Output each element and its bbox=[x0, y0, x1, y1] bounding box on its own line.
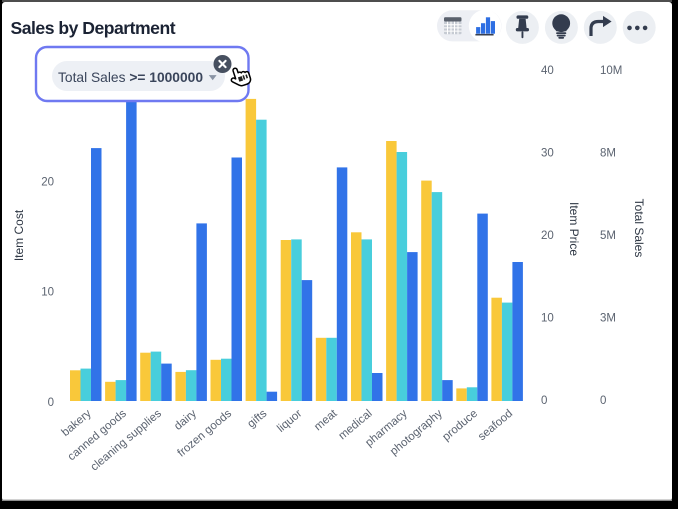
svg-text:3M: 3M bbox=[600, 313, 616, 325]
svg-text:Item Price: Item Price bbox=[567, 202, 581, 256]
svg-text:Sales by Department: Sales by Department bbox=[11, 18, 176, 38]
svg-text:Total Sales >= 1000000: Total Sales >= 1000000 bbox=[58, 70, 203, 85]
svg-text:Item Cost: Item Cost bbox=[12, 209, 26, 261]
svg-text:10: 10 bbox=[541, 313, 554, 325]
svg-text:0: 0 bbox=[600, 395, 606, 407]
svg-text:0: 0 bbox=[48, 397, 54, 409]
svg-text:10M: 10M bbox=[600, 65, 622, 77]
svg-text:0: 0 bbox=[541, 395, 547, 407]
svg-text:5M: 5M bbox=[600, 230, 616, 242]
svg-text:10: 10 bbox=[41, 287, 54, 299]
svg-text:20: 20 bbox=[41, 176, 54, 188]
svg-text:8M: 8M bbox=[600, 148, 616, 160]
svg-text:30: 30 bbox=[541, 148, 554, 160]
svg-text:Total Sales: Total Sales bbox=[632, 199, 646, 258]
svg-text:20: 20 bbox=[541, 230, 554, 242]
svg-text:40: 40 bbox=[541, 65, 554, 77]
